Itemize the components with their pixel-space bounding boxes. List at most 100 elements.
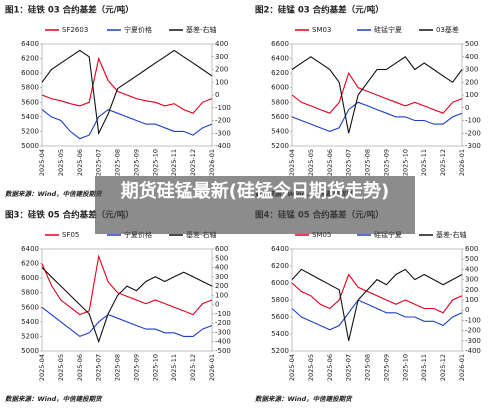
y2-tick-label: -500 bbox=[215, 347, 231, 355]
y2-tick-label: 200 bbox=[465, 286, 478, 294]
legend-label: 宁夏价格 bbox=[124, 230, 152, 239]
series-line bbox=[41, 56, 213, 114]
x-tick-label: 2025-04 bbox=[288, 354, 296, 381]
y2-tick-label: 100 bbox=[465, 296, 478, 304]
y-tick-label: 5800 bbox=[21, 289, 39, 297]
x-tick-label: 2025-12 bbox=[439, 149, 447, 176]
legend-label: SM03 bbox=[312, 26, 331, 34]
y-tick-label: 6400 bbox=[21, 245, 39, 253]
x-tick-label: 2025-04 bbox=[38, 149, 46, 176]
legend-label: SF05 bbox=[62, 231, 79, 239]
x-tick-label: 2025-04 bbox=[38, 354, 46, 381]
legend-label: 03基差 bbox=[436, 25, 459, 34]
x-tick-label: 2025-10 bbox=[401, 354, 409, 381]
chart-title: 图1：硅铁 03 合约基差（元/吨） bbox=[5, 5, 134, 16]
y-tick-label: 5800 bbox=[21, 84, 39, 92]
series-line bbox=[291, 273, 463, 314]
x-tick-label: 2025-04 bbox=[288, 149, 296, 176]
y2-tick-label: 100 bbox=[215, 78, 228, 86]
x-tick-label: 2025-06 bbox=[326, 354, 334, 381]
x-tick-label: 2025-05 bbox=[307, 354, 315, 381]
y2-tick-label: 400 bbox=[215, 40, 228, 48]
plot-frame bbox=[291, 248, 463, 352]
legend-label: 基差-右轴 bbox=[436, 230, 467, 239]
x-tick-label: 2025-07 bbox=[345, 149, 353, 176]
y2-tick-label: -300 bbox=[465, 337, 481, 345]
y-tick-label: 6200 bbox=[271, 262, 289, 270]
legend-label: 硅锰宁夏 bbox=[374, 230, 402, 239]
y-tick-label: 5200 bbox=[21, 127, 39, 135]
y2-tick-label: 300 bbox=[215, 53, 228, 61]
y-tick-label: 5000 bbox=[21, 347, 39, 355]
y-tick-label: 5600 bbox=[271, 313, 289, 321]
legend-label: 基差-右轴 bbox=[186, 230, 217, 239]
y-tick-label: 5200 bbox=[271, 347, 289, 355]
y-tick-label: 6400 bbox=[271, 55, 289, 63]
y2-tick-label: 400 bbox=[465, 265, 478, 273]
y2-tick-label: 300 bbox=[465, 276, 478, 284]
x-tick-label: 2025-09 bbox=[132, 149, 140, 176]
x-tick-label: 2026-01 bbox=[458, 354, 466, 381]
y2-tick-label: 0 bbox=[465, 306, 469, 314]
y2-tick-label: 500 bbox=[465, 40, 478, 48]
x-tick-label: 2025-05 bbox=[57, 354, 65, 381]
chart-title: 图3：硅铁 05 合约基差（元/吨） bbox=[5, 210, 134, 221]
x-tick-label: 2025-12 bbox=[189, 149, 197, 176]
y2-tick-label: -100 bbox=[215, 104, 231, 112]
x-tick-label: 2025-08 bbox=[114, 149, 122, 176]
plot-frame bbox=[41, 248, 213, 352]
y2-tick-label: 500 bbox=[215, 254, 228, 262]
x-tick-label: 2025-07 bbox=[95, 149, 103, 176]
y2-tick-label: 600 bbox=[465, 245, 478, 253]
y2-tick-label: -400 bbox=[465, 347, 481, 355]
y-tick-label: 6200 bbox=[21, 55, 39, 63]
x-tick-label: 2025-06 bbox=[326, 149, 334, 176]
y2-tick-label: 0 bbox=[215, 301, 219, 309]
legend-label: 硅锰宁夏 bbox=[374, 25, 402, 34]
series-line bbox=[41, 49, 213, 136]
y2-tick-label: 200 bbox=[215, 282, 228, 290]
x-tick-label: 2025-06 bbox=[76, 354, 84, 381]
x-tick-label: 2025-11 bbox=[170, 149, 178, 176]
x-tick-label: 2025-11 bbox=[170, 354, 178, 381]
x-tick-label: 2025-08 bbox=[364, 149, 372, 176]
y2-tick-label: 300 bbox=[215, 273, 228, 281]
source-note: 数据来源：Wind，中信建投期货 bbox=[5, 190, 103, 198]
y2-tick-label: -100 bbox=[465, 117, 481, 125]
y-tick-label: 6000 bbox=[21, 69, 39, 77]
y2-tick-label: 0 bbox=[215, 91, 219, 99]
y-tick-label: 6400 bbox=[21, 40, 39, 48]
y2-tick-label: 500 bbox=[465, 255, 478, 263]
x-tick-label: 2025-10 bbox=[151, 354, 159, 381]
x-tick-label: 2025-05 bbox=[57, 149, 65, 176]
x-tick-label: 2025-09 bbox=[132, 354, 140, 381]
legend-label: SF2603 bbox=[62, 26, 88, 34]
y2-tick-label: -300 bbox=[215, 328, 231, 336]
y2-tick-label: -200 bbox=[215, 117, 231, 125]
source-note: 数据来源：Wind，中信建投期货 bbox=[255, 395, 353, 403]
y-tick-label: 6000 bbox=[271, 279, 289, 287]
series-line bbox=[291, 268, 463, 341]
x-tick-label: 2025-06 bbox=[76, 149, 84, 176]
y2-tick-label: 400 bbox=[465, 53, 478, 61]
y-tick-label: 5200 bbox=[21, 332, 39, 340]
y-tick-label: 5600 bbox=[271, 113, 289, 121]
y-tick-label: 6200 bbox=[21, 260, 39, 268]
x-tick-label: 2026-01 bbox=[208, 149, 216, 176]
series-line bbox=[41, 108, 213, 140]
y-tick-label: 6600 bbox=[271, 40, 289, 48]
y-tick-label: 6000 bbox=[21, 274, 39, 282]
x-tick-label: 2025-10 bbox=[401, 149, 409, 176]
x-tick-label: 2026-01 bbox=[208, 354, 216, 381]
y2-tick-label: -300 bbox=[465, 142, 481, 150]
y-tick-label: 6000 bbox=[271, 84, 289, 92]
series-line bbox=[41, 306, 213, 338]
x-tick-label: 2025-08 bbox=[114, 354, 122, 381]
y2-tick-label: -100 bbox=[465, 316, 481, 324]
y2-tick-label: 100 bbox=[215, 291, 228, 299]
y2-tick-label: -200 bbox=[465, 129, 481, 137]
series-line bbox=[291, 56, 463, 134]
series-line bbox=[41, 267, 213, 344]
y-tick-label: 5400 bbox=[271, 127, 289, 135]
x-tick-label: 2025-12 bbox=[189, 354, 197, 381]
